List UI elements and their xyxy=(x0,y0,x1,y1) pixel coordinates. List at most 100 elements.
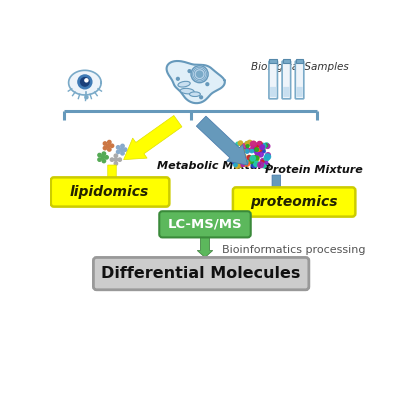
Circle shape xyxy=(206,83,209,86)
Circle shape xyxy=(85,79,88,82)
Circle shape xyxy=(254,158,256,161)
Circle shape xyxy=(266,153,270,157)
Circle shape xyxy=(245,142,250,146)
Polygon shape xyxy=(105,165,119,185)
Circle shape xyxy=(249,159,254,164)
Circle shape xyxy=(237,154,240,157)
Circle shape xyxy=(114,158,118,161)
Circle shape xyxy=(265,144,270,148)
Circle shape xyxy=(102,152,106,155)
Circle shape xyxy=(254,164,257,167)
Circle shape xyxy=(176,78,179,80)
Bar xyxy=(269,59,277,63)
Circle shape xyxy=(234,163,240,168)
Circle shape xyxy=(110,158,114,161)
Circle shape xyxy=(239,163,243,167)
Text: Differential Molecules: Differential Molecules xyxy=(102,266,301,281)
FancyBboxPatch shape xyxy=(283,87,290,97)
Circle shape xyxy=(114,162,118,165)
Circle shape xyxy=(103,142,107,145)
Circle shape xyxy=(255,146,260,151)
Circle shape xyxy=(251,145,255,149)
Circle shape xyxy=(250,156,256,161)
Circle shape xyxy=(106,144,110,148)
Circle shape xyxy=(252,142,256,145)
Circle shape xyxy=(243,160,248,164)
Circle shape xyxy=(234,163,237,167)
Circle shape xyxy=(237,161,243,167)
Circle shape xyxy=(248,156,250,158)
FancyBboxPatch shape xyxy=(282,61,291,99)
Circle shape xyxy=(247,140,252,145)
Circle shape xyxy=(265,161,268,164)
Circle shape xyxy=(114,154,118,158)
Circle shape xyxy=(258,142,261,145)
Polygon shape xyxy=(197,236,213,258)
Polygon shape xyxy=(196,116,248,165)
Circle shape xyxy=(250,141,256,147)
Text: lipidomics: lipidomics xyxy=(70,185,149,199)
Circle shape xyxy=(232,160,237,164)
Circle shape xyxy=(261,160,264,164)
Circle shape xyxy=(245,161,250,166)
Circle shape xyxy=(256,153,260,158)
Circle shape xyxy=(236,148,242,154)
Polygon shape xyxy=(124,116,182,160)
Circle shape xyxy=(108,148,111,151)
Circle shape xyxy=(254,144,258,147)
Circle shape xyxy=(101,156,104,159)
Circle shape xyxy=(81,78,89,86)
Circle shape xyxy=(236,142,240,146)
Text: Bioinformatics processing: Bioinformatics processing xyxy=(222,245,366,255)
FancyBboxPatch shape xyxy=(94,258,309,290)
Circle shape xyxy=(258,162,264,168)
Circle shape xyxy=(246,145,249,148)
Circle shape xyxy=(255,148,258,152)
Circle shape xyxy=(252,148,257,152)
FancyBboxPatch shape xyxy=(270,87,276,97)
Circle shape xyxy=(238,141,243,145)
Circle shape xyxy=(258,142,262,146)
Text: proteomics: proteomics xyxy=(250,195,338,209)
Circle shape xyxy=(240,153,246,159)
Circle shape xyxy=(191,66,208,83)
Ellipse shape xyxy=(190,92,200,96)
Polygon shape xyxy=(69,70,101,95)
Circle shape xyxy=(264,144,268,147)
Circle shape xyxy=(241,144,247,150)
Circle shape xyxy=(261,143,266,149)
Circle shape xyxy=(244,148,250,153)
Circle shape xyxy=(245,149,249,153)
Circle shape xyxy=(249,148,253,152)
Circle shape xyxy=(234,156,237,160)
Circle shape xyxy=(98,158,101,161)
Circle shape xyxy=(103,146,107,150)
Polygon shape xyxy=(166,61,225,103)
Circle shape xyxy=(262,150,265,153)
Circle shape xyxy=(118,158,122,161)
Circle shape xyxy=(110,144,114,148)
Bar xyxy=(296,59,304,63)
Circle shape xyxy=(238,160,242,164)
Circle shape xyxy=(200,96,202,99)
Circle shape xyxy=(250,142,254,146)
Circle shape xyxy=(262,164,266,168)
Circle shape xyxy=(234,150,238,154)
Bar xyxy=(282,59,290,63)
Circle shape xyxy=(254,156,258,160)
Circle shape xyxy=(250,150,254,153)
Circle shape xyxy=(254,161,259,166)
Circle shape xyxy=(240,156,246,162)
Circle shape xyxy=(256,148,260,151)
Circle shape xyxy=(260,145,264,150)
FancyBboxPatch shape xyxy=(269,61,278,99)
Ellipse shape xyxy=(178,81,190,87)
Circle shape xyxy=(78,75,92,89)
Circle shape xyxy=(121,144,124,148)
Circle shape xyxy=(236,158,241,163)
Circle shape xyxy=(253,156,259,162)
Circle shape xyxy=(241,156,244,160)
Circle shape xyxy=(255,150,260,155)
Circle shape xyxy=(256,157,259,160)
Circle shape xyxy=(239,154,244,159)
